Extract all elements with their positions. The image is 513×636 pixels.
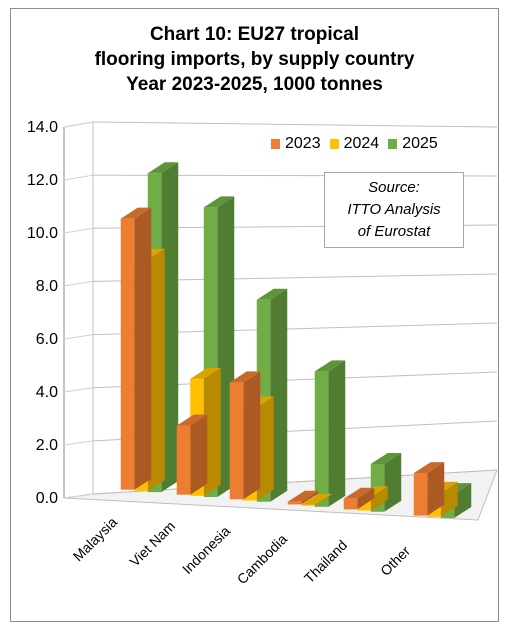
bar-top — [229, 371, 261, 383]
gridline — [92, 121, 498, 128]
source-box: Source: ITTO Analysis of Eurostat — [324, 172, 464, 248]
x-tick-label: Malaysia — [70, 514, 121, 565]
legend-label: 2025 — [402, 135, 438, 152]
bar-top — [287, 490, 319, 502]
legend-swatch — [388, 139, 398, 149]
bar-other-2023 — [413, 462, 445, 516]
bar-front — [314, 371, 329, 507]
bar-side — [190, 414, 208, 495]
bar-viet-nam-2023 — [176, 414, 208, 495]
bar-front — [120, 218, 135, 490]
chart-title-line-2: flooring imports, by supply country — [94, 49, 415, 70]
chart-title-line-1: Chart 10: EU27 tropical — [149, 24, 360, 45]
bar-top — [176, 414, 208, 426]
chart-title-line-3: Year 2023-2025, 1000 tonnes — [126, 74, 383, 95]
y-tick-label: 8.0 — [36, 278, 58, 295]
source-line-1: Source: — [368, 179, 420, 196]
legend-swatch — [329, 139, 339, 149]
side-gridline — [63, 280, 94, 287]
bar-front — [343, 498, 358, 510]
bar-side — [161, 162, 179, 493]
side-gridline — [63, 493, 94, 499]
side-gridline — [63, 334, 94, 340]
side-gridline — [63, 387, 94, 393]
side-gridline — [63, 121, 94, 128]
bar-cambodia-2023 — [287, 490, 319, 505]
legend-label: 2023 — [285, 135, 321, 152]
x-tick-label: Other — [377, 543, 413, 579]
side-gridline — [63, 174, 94, 181]
y-tick-label: 10.0 — [27, 225, 58, 242]
y-tick-label: 12.0 — [27, 172, 58, 189]
y-tick-label: 4.0 — [36, 384, 58, 401]
bar-side — [427, 462, 445, 516]
chart-frame — [10, 8, 499, 622]
bar-malaysia-2023 — [120, 207, 152, 490]
bar-side — [440, 481, 458, 517]
bar-top — [203, 196, 235, 208]
bar-side — [270, 288, 288, 502]
y-tick-label: 0.0 — [36, 490, 58, 507]
side-gridline — [63, 440, 94, 446]
bar-side — [328, 360, 346, 507]
x-tick-label: Viet Nam — [126, 518, 178, 570]
bars — [120, 162, 472, 518]
bar-top — [370, 452, 402, 464]
bar-side — [357, 487, 375, 510]
bar-front — [229, 382, 244, 500]
bar-side — [134, 207, 152, 490]
y-axis-ticks: 0.0 2.0 4.0 6.0 8.0 10.0 12.0 14.0 — [27, 119, 58, 507]
bar-top — [147, 162, 179, 174]
y-tick-label: 6.0 — [36, 331, 58, 348]
legend-swatch — [271, 139, 280, 149]
legend-item: 2025 — [388, 135, 438, 153]
x-axis-labels: Malaysia Viet Nam Indonesia Cambodia Thailan… — [70, 514, 414, 588]
bar-front — [287, 501, 302, 505]
bar-top — [343, 487, 375, 499]
bar-top — [301, 493, 332, 505]
x-tick-label: Cambodia — [234, 531, 291, 588]
bar-top — [256, 288, 288, 300]
bar-side — [243, 371, 261, 500]
legend-item: 2023 — [271, 135, 321, 153]
bar-side — [256, 396, 274, 501]
bar-side — [203, 367, 221, 496]
source-line-3: of Eurostat — [357, 223, 431, 240]
bar-cambodia-2025 — [314, 360, 346, 507]
bar-top — [314, 360, 346, 372]
bar-side — [301, 490, 319, 505]
bar-top — [120, 207, 152, 219]
bar-side — [314, 493, 332, 506]
y-tick-label: 14.0 — [27, 119, 58, 136]
bar-indonesia-2023 — [229, 371, 261, 500]
bar-side — [454, 483, 472, 518]
legend: 2023 2024 2025 — [271, 133, 447, 155]
bar-side — [370, 486, 388, 511]
bar-front — [176, 425, 191, 495]
bar-side — [384, 452, 402, 512]
legend-label: 2024 — [343, 135, 380, 152]
bar-top — [413, 462, 445, 474]
bar-side — [147, 248, 165, 491]
source-line-2: ITTO Analysis — [347, 201, 441, 218]
side-gridline — [63, 227, 94, 234]
legend-item: 2024 — [329, 135, 380, 153]
chart-title: Chart 10: EU27 tropical flooring imports… — [10, 22, 499, 97]
bar-top — [190, 367, 221, 379]
y-tick-label: 2.0 — [36, 437, 58, 454]
x-tick-label: Indonesia — [179, 523, 233, 577]
bar-thailand-2023 — [343, 487, 375, 510]
x-tick-label: Thailand — [301, 537, 350, 586]
bar-cambodia-2024 — [301, 493, 332, 506]
bar-front — [413, 473, 428, 516]
bar-front — [301, 504, 315, 506]
